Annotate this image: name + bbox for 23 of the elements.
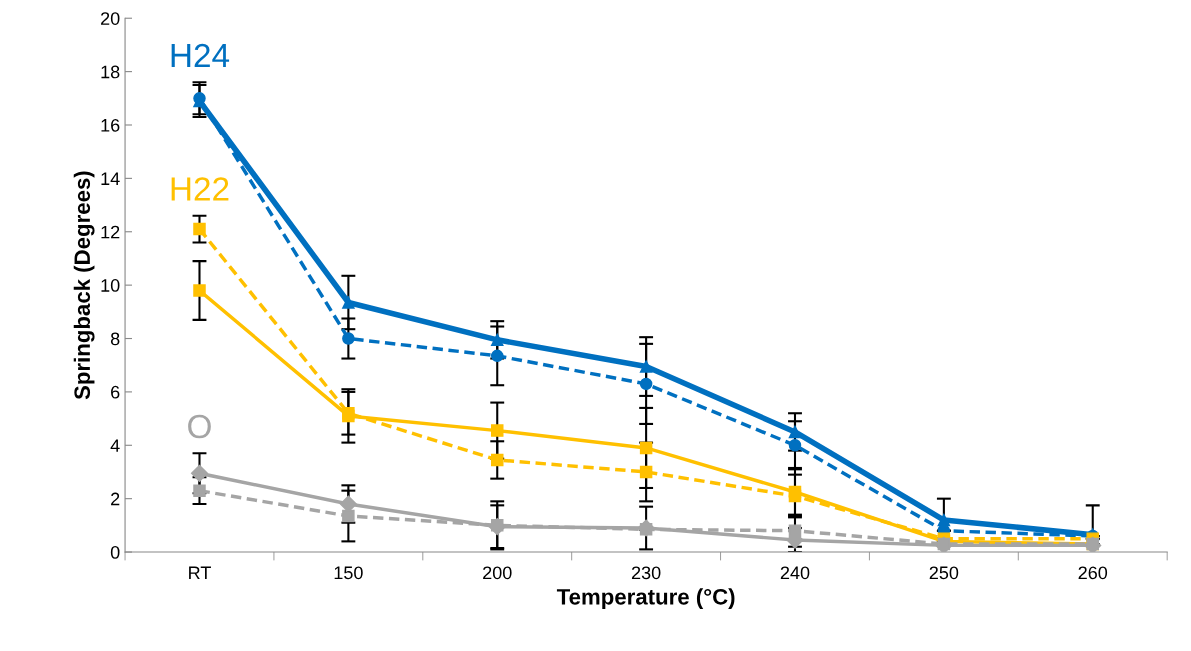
y-tick-label: 8: [110, 332, 120, 346]
y-tick-label: 2: [111, 492, 120, 506]
y-tick-label: 14: [101, 172, 120, 185]
y-tick-label: 18: [101, 65, 120, 79]
x-axis-title: Temperature (°C): [556, 588, 735, 610]
x-tick-label: 230: [631, 566, 661, 580]
y-axis-title: Springback (Degrees): [73, 171, 95, 400]
series-label: O: [188, 414, 211, 439]
x-tick-label: 150: [334, 566, 363, 580]
y-tick-label: 16: [101, 118, 120, 132]
x-tick-label: RT: [189, 566, 211, 580]
series-label: H24: [171, 43, 230, 68]
x-tick-label: 240: [780, 566, 810, 580]
y-tick-label: 6: [111, 385, 120, 399]
y-tick-label: 4: [110, 439, 120, 452]
y-tick-label: 12: [101, 225, 120, 239]
y-tick-label: 0: [110, 545, 120, 559]
x-tick-label: 260: [1078, 566, 1108, 580]
x-tick-label: 250: [929, 566, 959, 580]
y-tick-label: 20: [101, 12, 120, 25]
y-tick-label: 10: [101, 279, 120, 292]
text: H22: [171, 177, 229, 201]
x-tick-label: 200: [483, 566, 512, 580]
